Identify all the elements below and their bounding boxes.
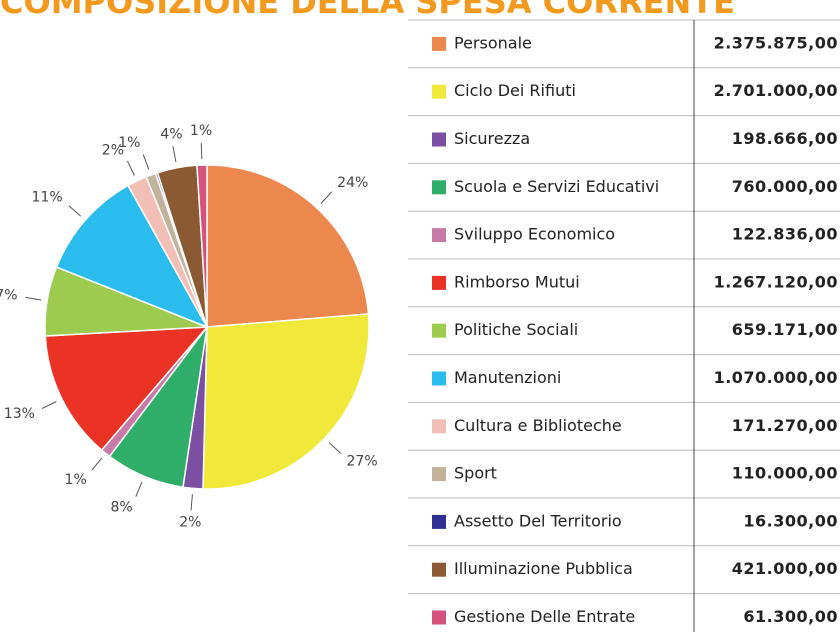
- leader-line: [142, 154, 150, 170]
- legend-swatch: [432, 419, 446, 434]
- category-name: Assetto Del Territorio: [454, 511, 622, 530]
- amount: 2.701.000,00: [714, 81, 838, 100]
- legend-swatch: [432, 562, 446, 577]
- category-name: Manutenzioni: [454, 368, 561, 387]
- category-name: Personale: [454, 33, 532, 52]
- category-name: Sviluppo Economico: [454, 225, 615, 244]
- amount: 1.070.000,00: [714, 368, 838, 387]
- pie-label: 4%: [160, 126, 182, 142]
- leader-line: [320, 191, 333, 204]
- amount: 760.000,00: [732, 177, 838, 196]
- leader-line: [68, 205, 82, 217]
- amount: 110.000,00: [732, 464, 838, 483]
- pie-label: 13%: [4, 406, 35, 422]
- legend-swatch: [432, 371, 446, 386]
- leader-line: [127, 160, 135, 176]
- category-name: Ciclo Dei Rifiuti: [454, 81, 576, 100]
- pie-label: 11%: [32, 190, 63, 206]
- leader-line: [328, 442, 342, 454]
- legend-swatch: [432, 514, 446, 529]
- pie-label: 2%: [179, 514, 201, 530]
- pie-slice: [206, 164, 370, 328]
- category-name: Cultura e Biblioteche: [454, 416, 622, 435]
- legend-swatch: [432, 275, 446, 290]
- legend-swatch: [432, 323, 446, 338]
- amount: 1.267.120,00: [714, 272, 838, 291]
- pie-label: 8%: [110, 500, 132, 516]
- pie-label: 24%: [337, 175, 368, 191]
- amount: 122.836,00: [732, 225, 838, 244]
- amount: 61.300,00: [743, 607, 838, 626]
- amount: 421.000,00: [732, 559, 838, 578]
- leader-line: [135, 481, 143, 497]
- legend-swatch: [432, 467, 446, 482]
- leader-line: [91, 457, 103, 471]
- pie-label: 1%: [190, 123, 212, 139]
- category-name: Gestione Delle Entrate: [454, 607, 635, 626]
- pie-label: 1%: [118, 135, 140, 151]
- legend-swatch: [432, 228, 446, 243]
- category-name: Sport: [454, 464, 497, 483]
- leader-line: [190, 494, 193, 511]
- pie-slice: [196, 164, 208, 328]
- pie-label: 7%: [0, 287, 17, 303]
- category-name: Rimborso Mutui: [454, 272, 580, 291]
- amount: 2.375.875,00: [714, 33, 838, 52]
- leader-line: [41, 401, 57, 410]
- category-name: Sicurezza: [454, 129, 530, 148]
- pie-label: 2%: [102, 142, 124, 158]
- pie-slice: [44, 326, 209, 452]
- legend-swatch: [432, 132, 446, 147]
- legend-swatch: [432, 610, 446, 625]
- category-name: Scuola e Servizi Educativi: [454, 177, 659, 196]
- pie-label: 27%: [347, 454, 378, 470]
- legend-swatch: [432, 180, 446, 195]
- leader-line: [25, 296, 42, 301]
- amount: 659.171,00: [732, 320, 838, 339]
- category-name: Illuminazione Pubblica: [454, 559, 633, 578]
- pie-slice: [55, 184, 209, 329]
- amount: 16.300,00: [743, 511, 838, 530]
- pie-slice: [202, 313, 370, 490]
- amount: 198.666,00: [732, 129, 838, 148]
- legend-swatch: [432, 84, 446, 99]
- category-name: Politiche Sociali: [454, 320, 578, 339]
- pie-label: 1%: [65, 472, 87, 488]
- amount: 171.270,00: [732, 416, 838, 435]
- legend-swatch: [432, 36, 446, 51]
- leader-line: [172, 146, 177, 162]
- title: COMPOSIZIONE DELLA SPESA CORRENTE: [0, 0, 735, 21]
